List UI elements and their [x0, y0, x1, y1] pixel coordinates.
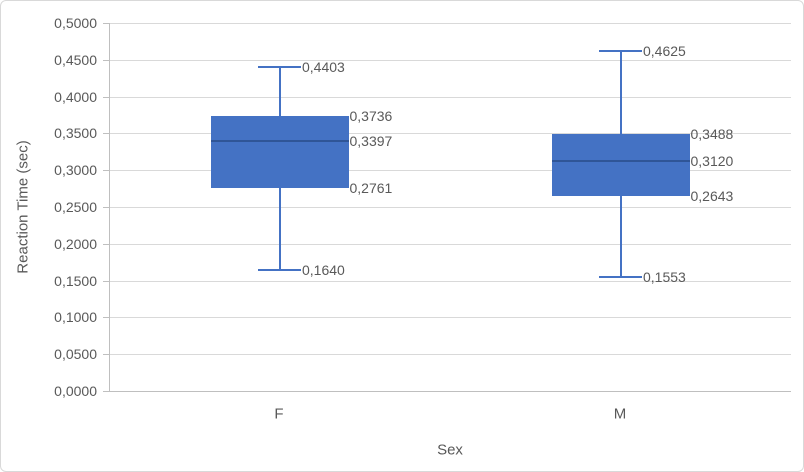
whisker-high-cap-F[interactable] [258, 65, 301, 68]
y-tick-label-8: 0,4000 [54, 89, 97, 105]
gridline-5 [109, 207, 791, 208]
data-label-q1-M: 0,2643 [690, 188, 734, 205]
category-label-f: F [274, 405, 284, 423]
gridline-6 [109, 170, 791, 171]
x-axis-title: Sex [437, 441, 463, 459]
gridline-10 [109, 23, 791, 24]
whisker-high-cap-M[interactable] [599, 49, 642, 52]
median-line-F[interactable] [210, 139, 349, 142]
gridline-3 [109, 281, 791, 282]
data-label-whisker-low-F: 0,1640 [302, 262, 345, 279]
y-axis-line [109, 23, 110, 391]
y-axis-tick-5 [103, 207, 109, 208]
y-tick-label-7: 0,3500 [54, 125, 97, 141]
box-M[interactable] [551, 134, 690, 197]
gridline-8 [109, 97, 791, 98]
y-axis-tick-7 [103, 133, 109, 134]
y-tick-label-9: 0,4500 [54, 52, 97, 68]
y-tick-label-1: 0,0500 [54, 346, 97, 362]
gridline-9 [109, 60, 791, 61]
whisker-upper-M[interactable] [619, 50, 622, 135]
data-label-q1-F: 0,2761 [349, 179, 393, 196]
data-label-whisker-high-F: 0,4403 [302, 58, 345, 75]
data-label-q3-M: 0,3488 [690, 126, 734, 143]
y-tick-label-2: 0,1000 [54, 309, 97, 325]
whisker-upper-F[interactable] [278, 66, 281, 117]
gridline-4 [109, 244, 791, 245]
data-label-median-M: 0,3120 [690, 153, 734, 170]
y-axis-tick-6 [103, 170, 109, 171]
data-label-q3-F: 0,3736 [349, 108, 393, 125]
whisker-lower-M[interactable] [619, 196, 622, 277]
whisker-low-cap-M[interactable] [599, 275, 642, 278]
y-axis-tick-2 [103, 317, 109, 318]
y-tick-label-3: 0,1500 [54, 273, 97, 289]
whisker-low-cap-F[interactable] [258, 269, 301, 272]
y-axis-tick-10 [103, 23, 109, 24]
x-axis-line [109, 391, 791, 392]
median-line-M[interactable] [551, 160, 690, 163]
y-tick-label-4: 0,2000 [54, 236, 97, 252]
y-axis-tick-3 [103, 281, 109, 282]
gridline-2 [109, 317, 791, 318]
y-tick-label-5: 0,2500 [54, 199, 97, 215]
gridline-1 [109, 354, 791, 355]
data-label-whisker-high-M: 0,4625 [643, 42, 686, 59]
data-label-median-F: 0,3397 [349, 132, 393, 149]
y-axis-tick-9 [103, 60, 109, 61]
y-axis-tick-1 [103, 354, 109, 355]
data-label-whisker-low-M: 0,1553 [643, 268, 686, 285]
y-tick-label-0: 0,0000 [54, 383, 97, 399]
category-label-m: M [613, 405, 627, 423]
y-axis-tick-4 [103, 244, 109, 245]
whisker-lower-F[interactable] [278, 187, 281, 271]
y-axis-tick-0 [103, 391, 109, 392]
y-tick-label-6: 0,3000 [54, 162, 97, 178]
box-F[interactable] [210, 116, 349, 188]
y-axis-tick-8 [103, 97, 109, 98]
y-tick-label-10: 0,5000 [54, 15, 97, 31]
gridline-7 [109, 133, 791, 134]
